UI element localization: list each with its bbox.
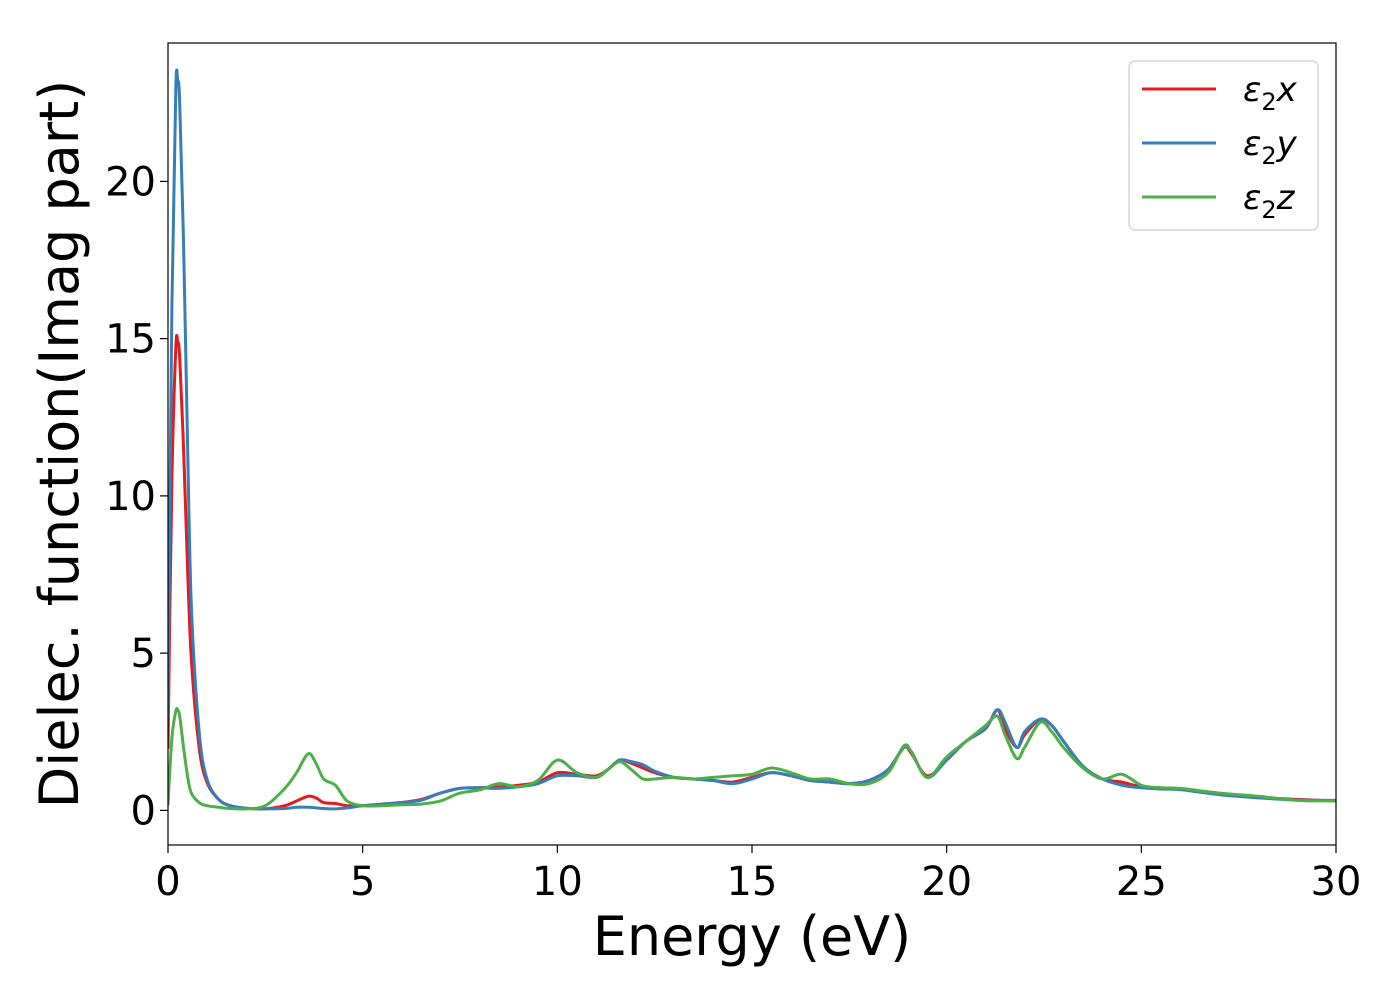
y-tick-label: 10	[105, 474, 156, 520]
x-axis-title: Energy (eV)	[593, 905, 912, 968]
legend: ε2x ε2y ε2z	[1128, 60, 1319, 231]
y-tick-label: 20	[105, 159, 156, 205]
y-tick-label: 0	[131, 788, 156, 834]
x-tick-label: 15	[727, 859, 778, 905]
y-tick-label: 15	[105, 317, 156, 363]
y-axis-title: Dielec. function(Imag part)	[28, 80, 91, 809]
x-tick-label: 0	[155, 859, 180, 905]
x-tick-label: 20	[921, 859, 972, 905]
legend-label-x: ε2x	[1243, 70, 1298, 116]
series-layer	[168, 68, 1336, 811]
series-line-z	[168, 706, 1336, 811]
legend-box	[1128, 60, 1319, 231]
x-tick-label: 5	[350, 859, 375, 905]
x-tick-label: 10	[532, 859, 583, 905]
legend-label-y: ε2y	[1243, 124, 1298, 170]
y-tick-label: 5	[131, 631, 156, 677]
x-tick-label: 30	[1311, 859, 1362, 905]
legend-label-z: ε2z	[1243, 178, 1296, 224]
y-axis-ticks: 0 5 10 15 20	[105, 159, 168, 834]
x-axis-ticks: 0 5 10 15 20 25 30	[155, 845, 1361, 905]
x-tick-label: 25	[1116, 859, 1167, 905]
